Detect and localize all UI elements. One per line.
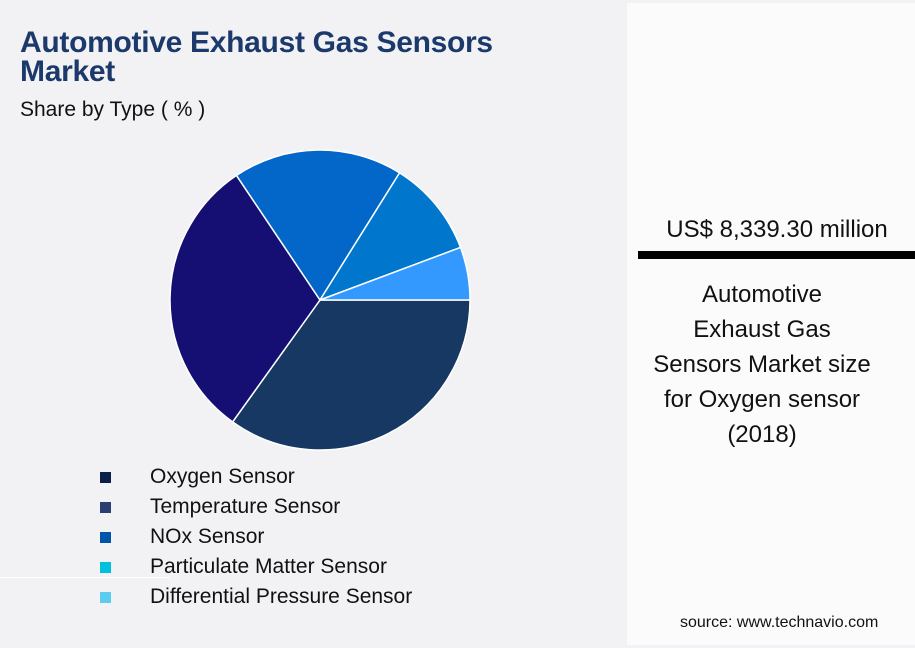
description-line: Sensors Market size: [653, 351, 871, 378]
legend-label: Oxygen Sensor: [150, 465, 295, 488]
chart-subtitle: Share by Type ( % ): [20, 98, 206, 121]
description-line: (2018): [727, 421, 797, 448]
pie-slice-differential-pressure-sensor: [319, 246, 471, 301]
legend-swatch-icon: [100, 501, 111, 513]
title-line-2: Market: [20, 55, 115, 88]
legend-item: Particulate Matter Sensor: [100, 552, 412, 582]
divider-line: [0, 577, 170, 578]
legend-item: Temperature Sensor: [100, 492, 412, 522]
legend-label: Temperature Sensor: [150, 495, 341, 518]
market-value: US$ 8,339.30 million: [666, 216, 888, 243]
pie-slice-oxygen-sensor: [231, 299, 471, 451]
legend: Oxygen Sensor Temperature Sensor NOx Senso…: [100, 462, 412, 612]
title-line-1: Automotive Exhaust Gas Sensors: [20, 26, 493, 59]
legend-swatch-icon: [100, 531, 111, 543]
value-underline: [638, 251, 915, 259]
description-line: Exhaust Gas: [693, 316, 831, 343]
pie-slice-nox-sensor: [235, 149, 401, 302]
market-description: Automotive Exhaust Gas Sensors Market size…: [627, 277, 897, 452]
info-panel: US$ 8,339.30 million Automotive Exhaust G…: [627, 3, 915, 645]
legend-swatch-icon: [100, 591, 111, 603]
legend-label: Differential Pressure Sensor: [150, 585, 413, 608]
legend-item: NOx Sensor: [100, 522, 412, 552]
chart-title: Automotive Exhaust Gas Sensors Market: [20, 26, 493, 88]
source-credit: source: www.technavio.com: [680, 614, 879, 631]
legend-item: Differential Pressure Sensor: [100, 582, 412, 612]
legend-label: Particulate Matter Sensor: [150, 555, 387, 578]
legend-label: NOx Sensor: [150, 525, 265, 548]
legend-item: Oxygen Sensor: [100, 462, 412, 492]
legend-swatch-icon: [100, 561, 111, 573]
pie-slice-temperature-sensor: [169, 174, 321, 423]
pie-chart: [169, 149, 471, 451]
legend-swatch-icon: [100, 471, 111, 483]
description-line: for Oxygen sensor: [663, 386, 861, 413]
pie-slice-particulate-matter-sensor: [318, 171, 462, 302]
description-line: Automotive: [701, 281, 823, 308]
